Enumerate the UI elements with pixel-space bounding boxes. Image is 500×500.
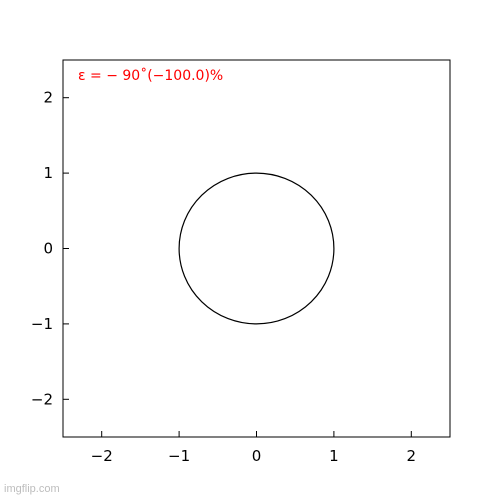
y-tick-label: 2 <box>43 89 53 107</box>
x-tick-label: −2 <box>91 447 113 465</box>
ticks-layer: −2 −1 0 1 2 −2 −1 0 1 2 <box>31 89 416 465</box>
x-tick-label: 0 <box>252 447 262 465</box>
strain-annotation: ε = − 90˚(−100.0)% <box>78 68 224 84</box>
x-tick-label: 2 <box>407 447 417 465</box>
y-tick-label: −2 <box>31 390 53 408</box>
watermark: imgflip.com <box>4 483 60 495</box>
y-tick-label: 1 <box>43 164 53 182</box>
x-tick-label: −1 <box>168 447 190 465</box>
axes-frame <box>62 59 451 438</box>
series-layer <box>178 172 335 325</box>
y-tick-label: 0 <box>43 240 53 258</box>
y-tick-label: −1 <box>31 315 53 333</box>
unit-circle-series <box>178 172 335 325</box>
x-tick-label: 1 <box>329 447 339 465</box>
